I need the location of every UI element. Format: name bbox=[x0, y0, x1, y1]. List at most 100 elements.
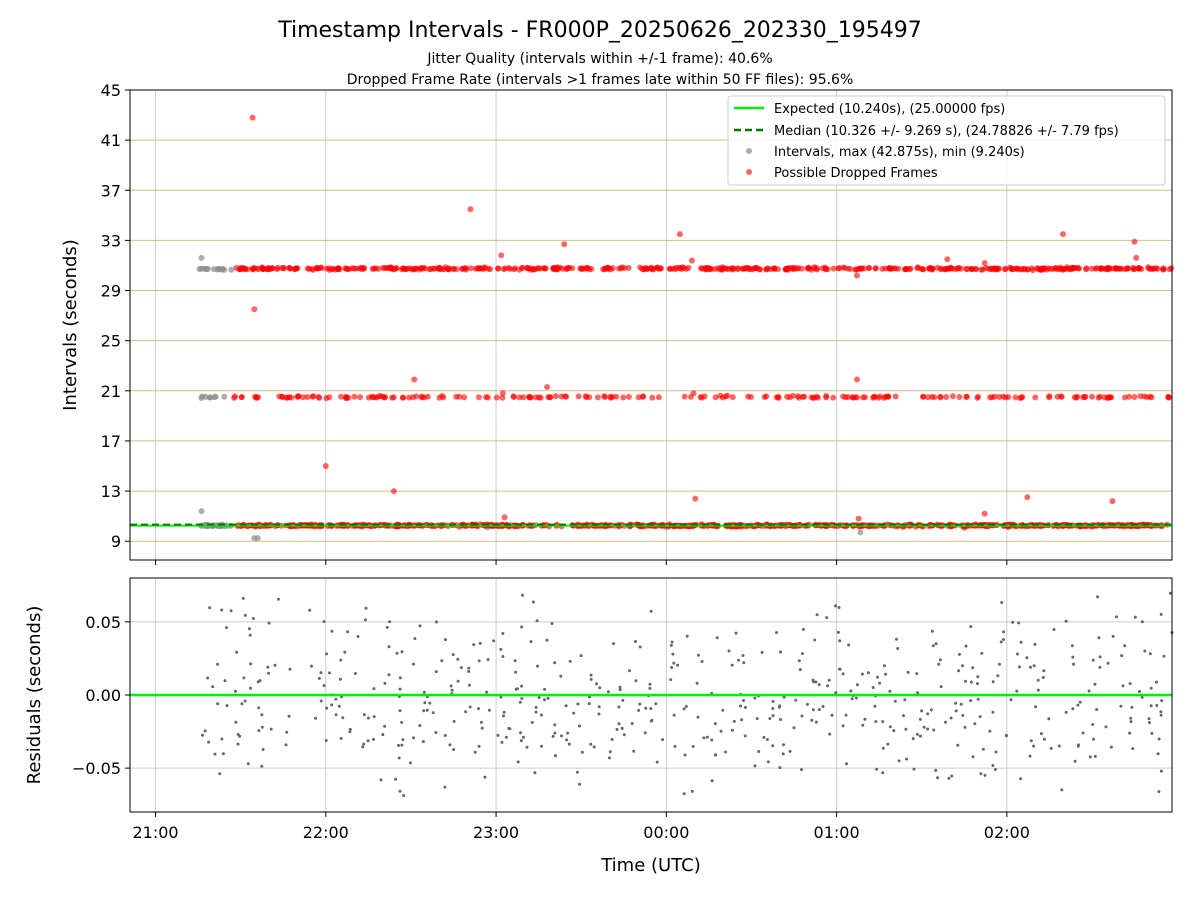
residual-point bbox=[882, 664, 886, 668]
residual-point bbox=[310, 664, 313, 668]
residual-point bbox=[364, 606, 368, 610]
x-tick-label: 01:00 bbox=[814, 823, 860, 842]
dropped-frame-point bbox=[280, 265, 287, 272]
bottom-plot: 21:00 22:00 23:00 00:00 01:00 02:00 −0.05 0.00 0… bbox=[24, 577, 1174, 876]
chart-title: Timestamp Intervals - FR000P_20250626_20… bbox=[277, 18, 922, 43]
dropped-frame-point bbox=[1012, 394, 1019, 401]
residual-point bbox=[1093, 754, 1097, 758]
residual-point bbox=[234, 720, 238, 724]
dropped-frame-point bbox=[309, 393, 316, 400]
dropped-frame-point bbox=[903, 266, 910, 272]
top-y-tick-label: 41 bbox=[101, 131, 121, 150]
residual-point bbox=[988, 729, 992, 733]
top-y-tick-label: 9 bbox=[111, 532, 121, 551]
bottom-series bbox=[130, 591, 1174, 797]
residual-point bbox=[1129, 720, 1133, 724]
residual-point bbox=[477, 707, 480, 711]
residual-point bbox=[220, 608, 224, 612]
top-y-tick-label: 17 bbox=[101, 432, 121, 451]
residual-point bbox=[1029, 739, 1033, 743]
x-tick-label: 02:00 bbox=[984, 823, 1030, 842]
residual-point bbox=[814, 720, 818, 724]
residual-point bbox=[395, 651, 399, 655]
residual-point bbox=[520, 684, 524, 688]
residual-point bbox=[781, 752, 785, 756]
dropped-frame-point bbox=[500, 266, 507, 272]
residual-point bbox=[634, 679, 638, 683]
dropped-frame-point bbox=[306, 265, 313, 272]
residual-point bbox=[521, 593, 525, 597]
residual-point bbox=[1150, 731, 1154, 735]
legend-box bbox=[727, 95, 1166, 186]
residual-point bbox=[841, 672, 845, 676]
dropped-frame-point bbox=[937, 393, 944, 400]
residual-point bbox=[543, 698, 546, 702]
dropped-frame-point bbox=[1000, 393, 1007, 400]
dropped-frame-point bbox=[342, 265, 349, 272]
dropped-frame-point bbox=[712, 394, 719, 401]
dropped-frame-point bbox=[886, 265, 893, 272]
residual-point bbox=[983, 773, 987, 777]
residual-point bbox=[797, 659, 801, 663]
residual-point bbox=[589, 742, 593, 746]
residual-point bbox=[398, 789, 402, 793]
dropped-frame-point bbox=[417, 265, 424, 272]
top-y-tick-label: 25 bbox=[101, 332, 121, 351]
dropped-frame-point bbox=[483, 394, 489, 400]
dropped-frame-point bbox=[956, 394, 963, 400]
residual-point bbox=[922, 725, 926, 729]
interval-point bbox=[219, 265, 226, 272]
dropped-frame-point bbox=[453, 393, 460, 400]
residual-point bbox=[260, 725, 264, 729]
residual-point bbox=[920, 709, 924, 713]
residual-point bbox=[519, 739, 523, 743]
dropped-frame-point bbox=[499, 390, 506, 397]
residual-point bbox=[443, 734, 447, 737]
residual-point bbox=[218, 772, 222, 776]
residual-point bbox=[464, 710, 468, 714]
residual-point bbox=[737, 658, 740, 662]
dropped-frame-point bbox=[294, 393, 301, 400]
residual-point bbox=[926, 727, 930, 731]
residual-point bbox=[564, 704, 568, 708]
dropped-frame-point bbox=[400, 265, 407, 272]
residual-point bbox=[1002, 638, 1005, 641]
residual-point bbox=[1120, 654, 1124, 658]
residual-point bbox=[618, 688, 622, 692]
residual-point bbox=[800, 768, 803, 772]
residual-point bbox=[324, 739, 328, 742]
dropped-frame-point bbox=[854, 394, 860, 401]
residual-point bbox=[881, 746, 885, 750]
residual-point bbox=[825, 616, 829, 620]
residual-point bbox=[421, 740, 425, 744]
residual-point bbox=[543, 687, 547, 691]
dropped-frame-point bbox=[854, 272, 860, 279]
residual-point bbox=[739, 704, 742, 708]
residual-point bbox=[483, 775, 487, 779]
residual-point bbox=[206, 676, 210, 680]
residual-point bbox=[520, 625, 524, 629]
residual-point bbox=[957, 669, 961, 673]
residual-point bbox=[1064, 710, 1068, 714]
dropped-frame-point bbox=[722, 265, 729, 272]
residual-point bbox=[530, 720, 534, 724]
residual-point bbox=[881, 720, 885, 724]
residual-point bbox=[732, 719, 736, 723]
residual-point bbox=[418, 724, 422, 728]
residual-point bbox=[235, 650, 239, 654]
dropped-frame-point bbox=[418, 393, 425, 400]
residual-point bbox=[257, 729, 261, 733]
residual-point bbox=[1028, 754, 1032, 758]
residual-point bbox=[553, 731, 557, 735]
residual-point bbox=[398, 709, 402, 713]
dropped-frame-point bbox=[562, 393, 569, 400]
residual-point bbox=[434, 731, 438, 734]
residual-point bbox=[525, 745, 529, 749]
residual-point bbox=[589, 677, 593, 681]
residual-point bbox=[1039, 732, 1043, 736]
residual-point bbox=[492, 639, 496, 643]
residual-point bbox=[1071, 655, 1075, 659]
dropped-frame-point bbox=[974, 394, 981, 401]
dropped-frame-point bbox=[343, 395, 350, 402]
dropped-frame-point bbox=[884, 393, 891, 400]
